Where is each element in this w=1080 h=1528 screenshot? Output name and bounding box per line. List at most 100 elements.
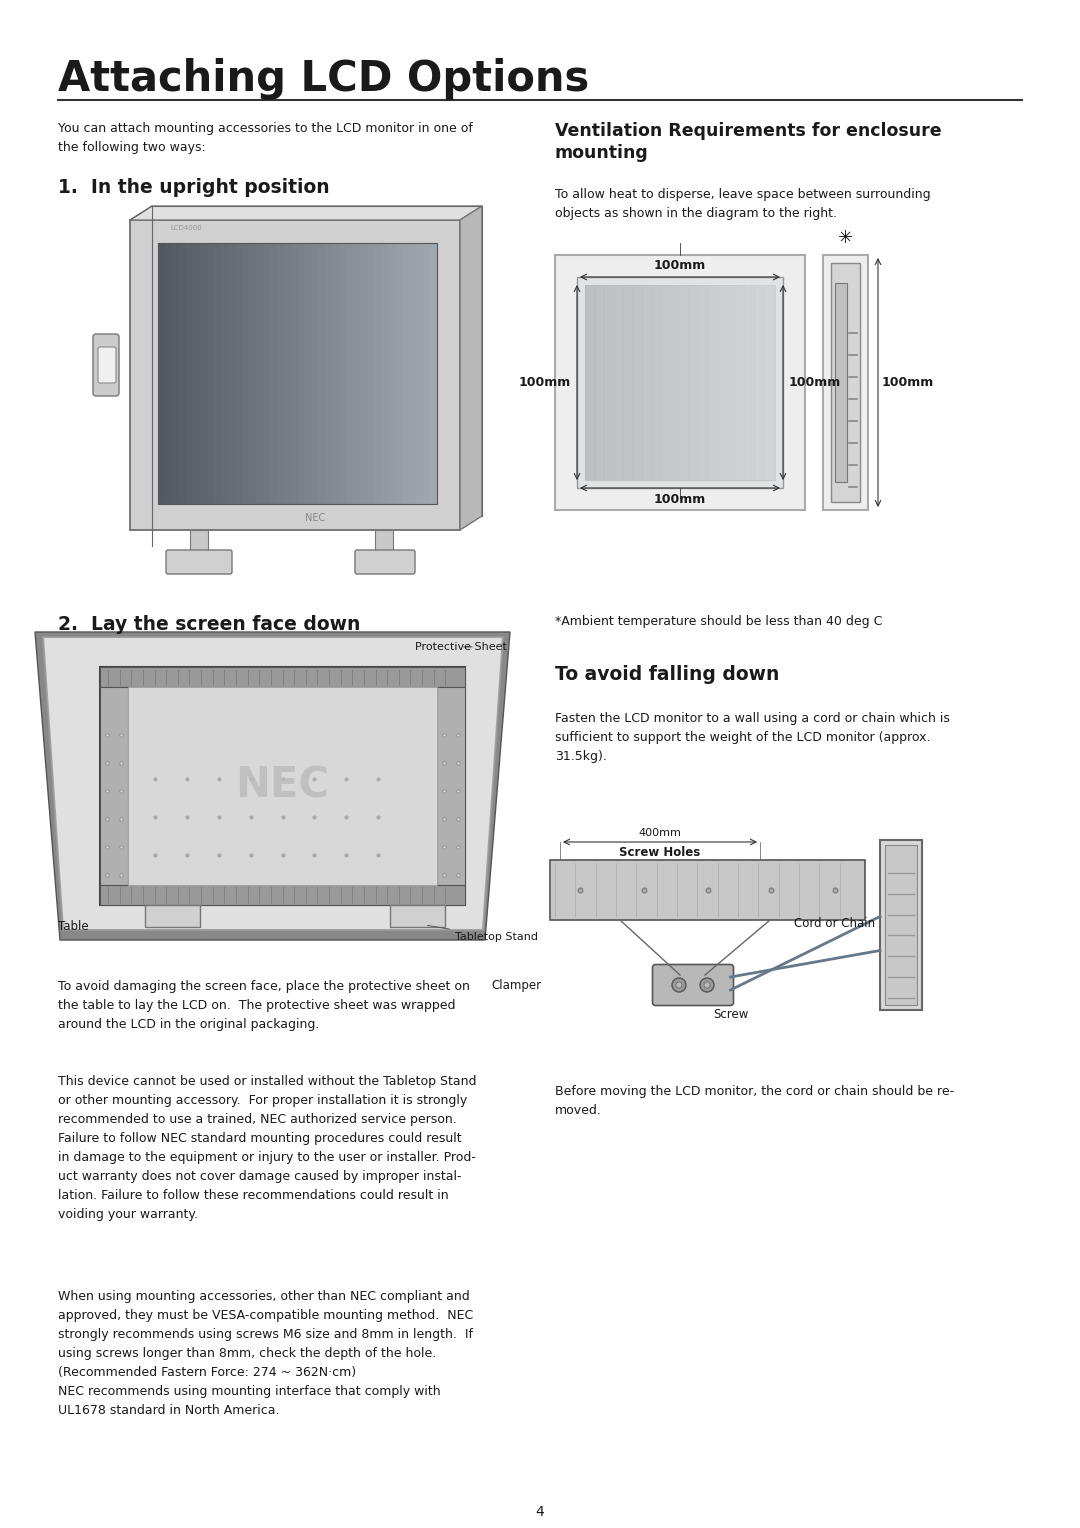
Bar (165, 243, 173, 504)
Bar (375, 530, 393, 552)
Bar (207, 243, 215, 504)
Bar (885, 845, 917, 1005)
Text: Protective Sheet: Protective Sheet (415, 642, 507, 652)
Bar (388, 243, 396, 504)
Bar (728, 286, 738, 480)
Bar (585, 286, 595, 480)
Bar (276, 243, 284, 504)
Bar (284, 243, 292, 504)
Bar (555, 255, 805, 510)
Text: LCD4000: LCD4000 (170, 225, 202, 231)
Bar (186, 243, 194, 504)
Bar (347, 243, 354, 504)
Bar (633, 286, 643, 480)
Text: Ventilation Requirements for enclosure
mounting: Ventilation Requirements for enclosure m… (555, 122, 942, 162)
Text: NEC: NEC (305, 513, 325, 523)
Bar (613, 286, 624, 480)
Circle shape (704, 983, 710, 989)
Bar (228, 243, 235, 504)
FancyBboxPatch shape (652, 964, 733, 1005)
Bar (172, 243, 180, 504)
Bar (437, 688, 465, 885)
Text: *Ambient temperature should be less than 40 deg C: *Ambient temperature should be less than… (555, 614, 882, 628)
Bar (623, 286, 634, 480)
FancyBboxPatch shape (166, 550, 232, 575)
Bar (100, 668, 465, 905)
Bar (339, 243, 348, 504)
Text: Tabletop Stand: Tabletop Stand (428, 926, 538, 941)
Bar (756, 286, 767, 480)
Bar (823, 255, 868, 510)
Bar (708, 286, 719, 480)
Circle shape (672, 978, 686, 992)
Bar (200, 243, 207, 504)
Text: 100mm: 100mm (653, 494, 706, 506)
FancyBboxPatch shape (355, 550, 415, 575)
Text: Screw: Screw (713, 1007, 748, 1021)
Bar (214, 243, 221, 504)
Bar (381, 243, 389, 504)
Text: To allow heat to disperse, leave space between surrounding
objects as shown in t: To allow heat to disperse, leave space b… (555, 188, 931, 220)
Bar (585, 286, 775, 480)
Bar (746, 286, 757, 480)
Text: 4: 4 (536, 1505, 544, 1519)
Polygon shape (43, 637, 503, 931)
Bar (297, 243, 306, 504)
Bar (333, 243, 340, 504)
Bar (325, 243, 334, 504)
Bar (270, 243, 278, 504)
FancyBboxPatch shape (93, 335, 119, 396)
Bar (430, 243, 438, 504)
Text: When using mounting accessories, other than NEC compliant and
approved, they mus: When using mounting accessories, other t… (58, 1290, 473, 1416)
Bar (835, 283, 847, 481)
Bar (193, 243, 201, 504)
Bar (190, 530, 208, 552)
Bar (680, 286, 690, 480)
Bar (179, 243, 187, 504)
Text: To avoid damaging the screen face, place the protective sheet on
the table to la: To avoid damaging the screen face, place… (58, 979, 470, 1031)
Text: 2.  Lay the screen face down: 2. Lay the screen face down (58, 614, 361, 634)
Bar (375, 243, 382, 504)
Bar (423, 243, 431, 504)
Circle shape (676, 983, 681, 989)
Bar (158, 243, 437, 504)
Bar (880, 840, 922, 1010)
Text: This device cannot be used or installed without the Tabletop Stand
or other moun: This device cannot be used or installed … (58, 1076, 476, 1221)
Bar (130, 220, 460, 530)
Bar (145, 905, 200, 927)
Bar (129, 688, 437, 885)
Bar (291, 243, 298, 504)
Bar (831, 263, 860, 503)
Bar (699, 286, 710, 480)
Bar (671, 286, 681, 480)
Text: Attaching LCD Options: Attaching LCD Options (58, 58, 590, 99)
Bar (242, 243, 249, 504)
Bar (361, 243, 368, 504)
Text: 100mm: 100mm (653, 260, 706, 272)
Bar (248, 243, 257, 504)
Polygon shape (460, 206, 482, 530)
Text: Fasten the LCD monitor to a wall using a cord or chain which is
sufficient to su: Fasten the LCD monitor to a wall using a… (555, 712, 950, 762)
Bar (256, 243, 264, 504)
Bar (416, 243, 424, 504)
Bar (550, 860, 865, 920)
Text: You can attach mounting accessories to the LCD monitor in one of
the following t: You can attach mounting accessories to t… (58, 122, 473, 154)
Text: Cord or Chain: Cord or Chain (794, 917, 875, 931)
Text: 400mm: 400mm (638, 828, 681, 837)
Bar (353, 243, 362, 504)
Text: 100mm: 100mm (882, 376, 934, 390)
Text: NEC: NEC (235, 766, 329, 807)
Bar (651, 286, 662, 480)
Text: Clamper: Clamper (491, 978, 542, 992)
Bar (604, 286, 615, 480)
Text: To avoid falling down: To avoid falling down (555, 665, 780, 685)
Bar (367, 243, 375, 504)
Bar (594, 286, 605, 480)
Bar (158, 243, 166, 504)
Bar (766, 286, 777, 480)
Bar (642, 286, 652, 480)
Bar (661, 286, 672, 480)
Text: 1.  In the upright position: 1. In the upright position (58, 177, 329, 197)
Bar (402, 243, 410, 504)
Bar (234, 243, 243, 504)
